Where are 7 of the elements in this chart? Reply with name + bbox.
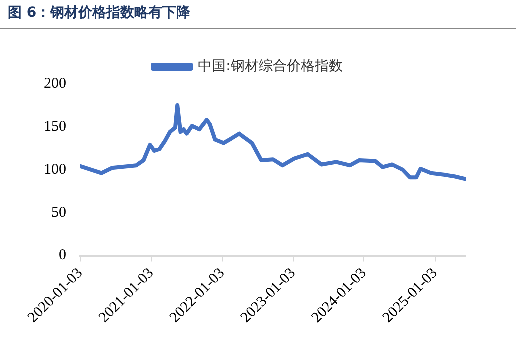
legend-label: 中国:钢材综合价格指数	[198, 58, 343, 75]
y-tick-label: 150	[44, 118, 66, 135]
y-tick-label: 200	[44, 76, 66, 92]
y-tick-label: 0	[59, 248, 66, 264]
y-tick-label: 100	[44, 162, 66, 178]
chart-title: 图 6：钢材价格指数略有下降	[8, 4, 191, 22]
y-tick-label: 50	[52, 204, 66, 221]
